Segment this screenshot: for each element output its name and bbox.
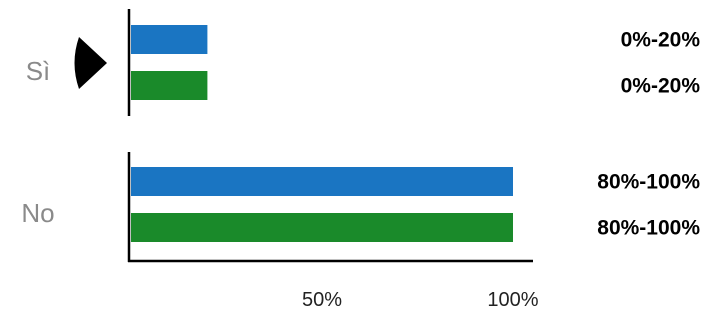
chart-labels: 0%-20% 0%-20% Sì 80%-100% 80%-100% No 50% 100% (21, 29, 700, 312)
chart-bars (131, 25, 513, 242)
data-label-0-0: 0%-20% (621, 29, 701, 52)
data-label-1-1: 80%-100% (597, 217, 700, 240)
data-label-0-1: 0%-20% (621, 75, 701, 98)
bar-0-1 (131, 71, 208, 100)
category-label-1: No (21, 198, 54, 228)
x-tick-label-0: 50% (302, 289, 342, 311)
bar-0-0 (131, 25, 208, 54)
pointer-triangle-icon (74, 37, 107, 89)
x-tick-label-1: 100% (487, 289, 538, 311)
chart-axes (127, 9, 533, 263)
bar-1-1 (131, 213, 513, 242)
category-label-0: Sì (26, 56, 51, 86)
data-label-1-0: 80%-100% (597, 171, 700, 194)
bar-1-0 (131, 167, 513, 196)
